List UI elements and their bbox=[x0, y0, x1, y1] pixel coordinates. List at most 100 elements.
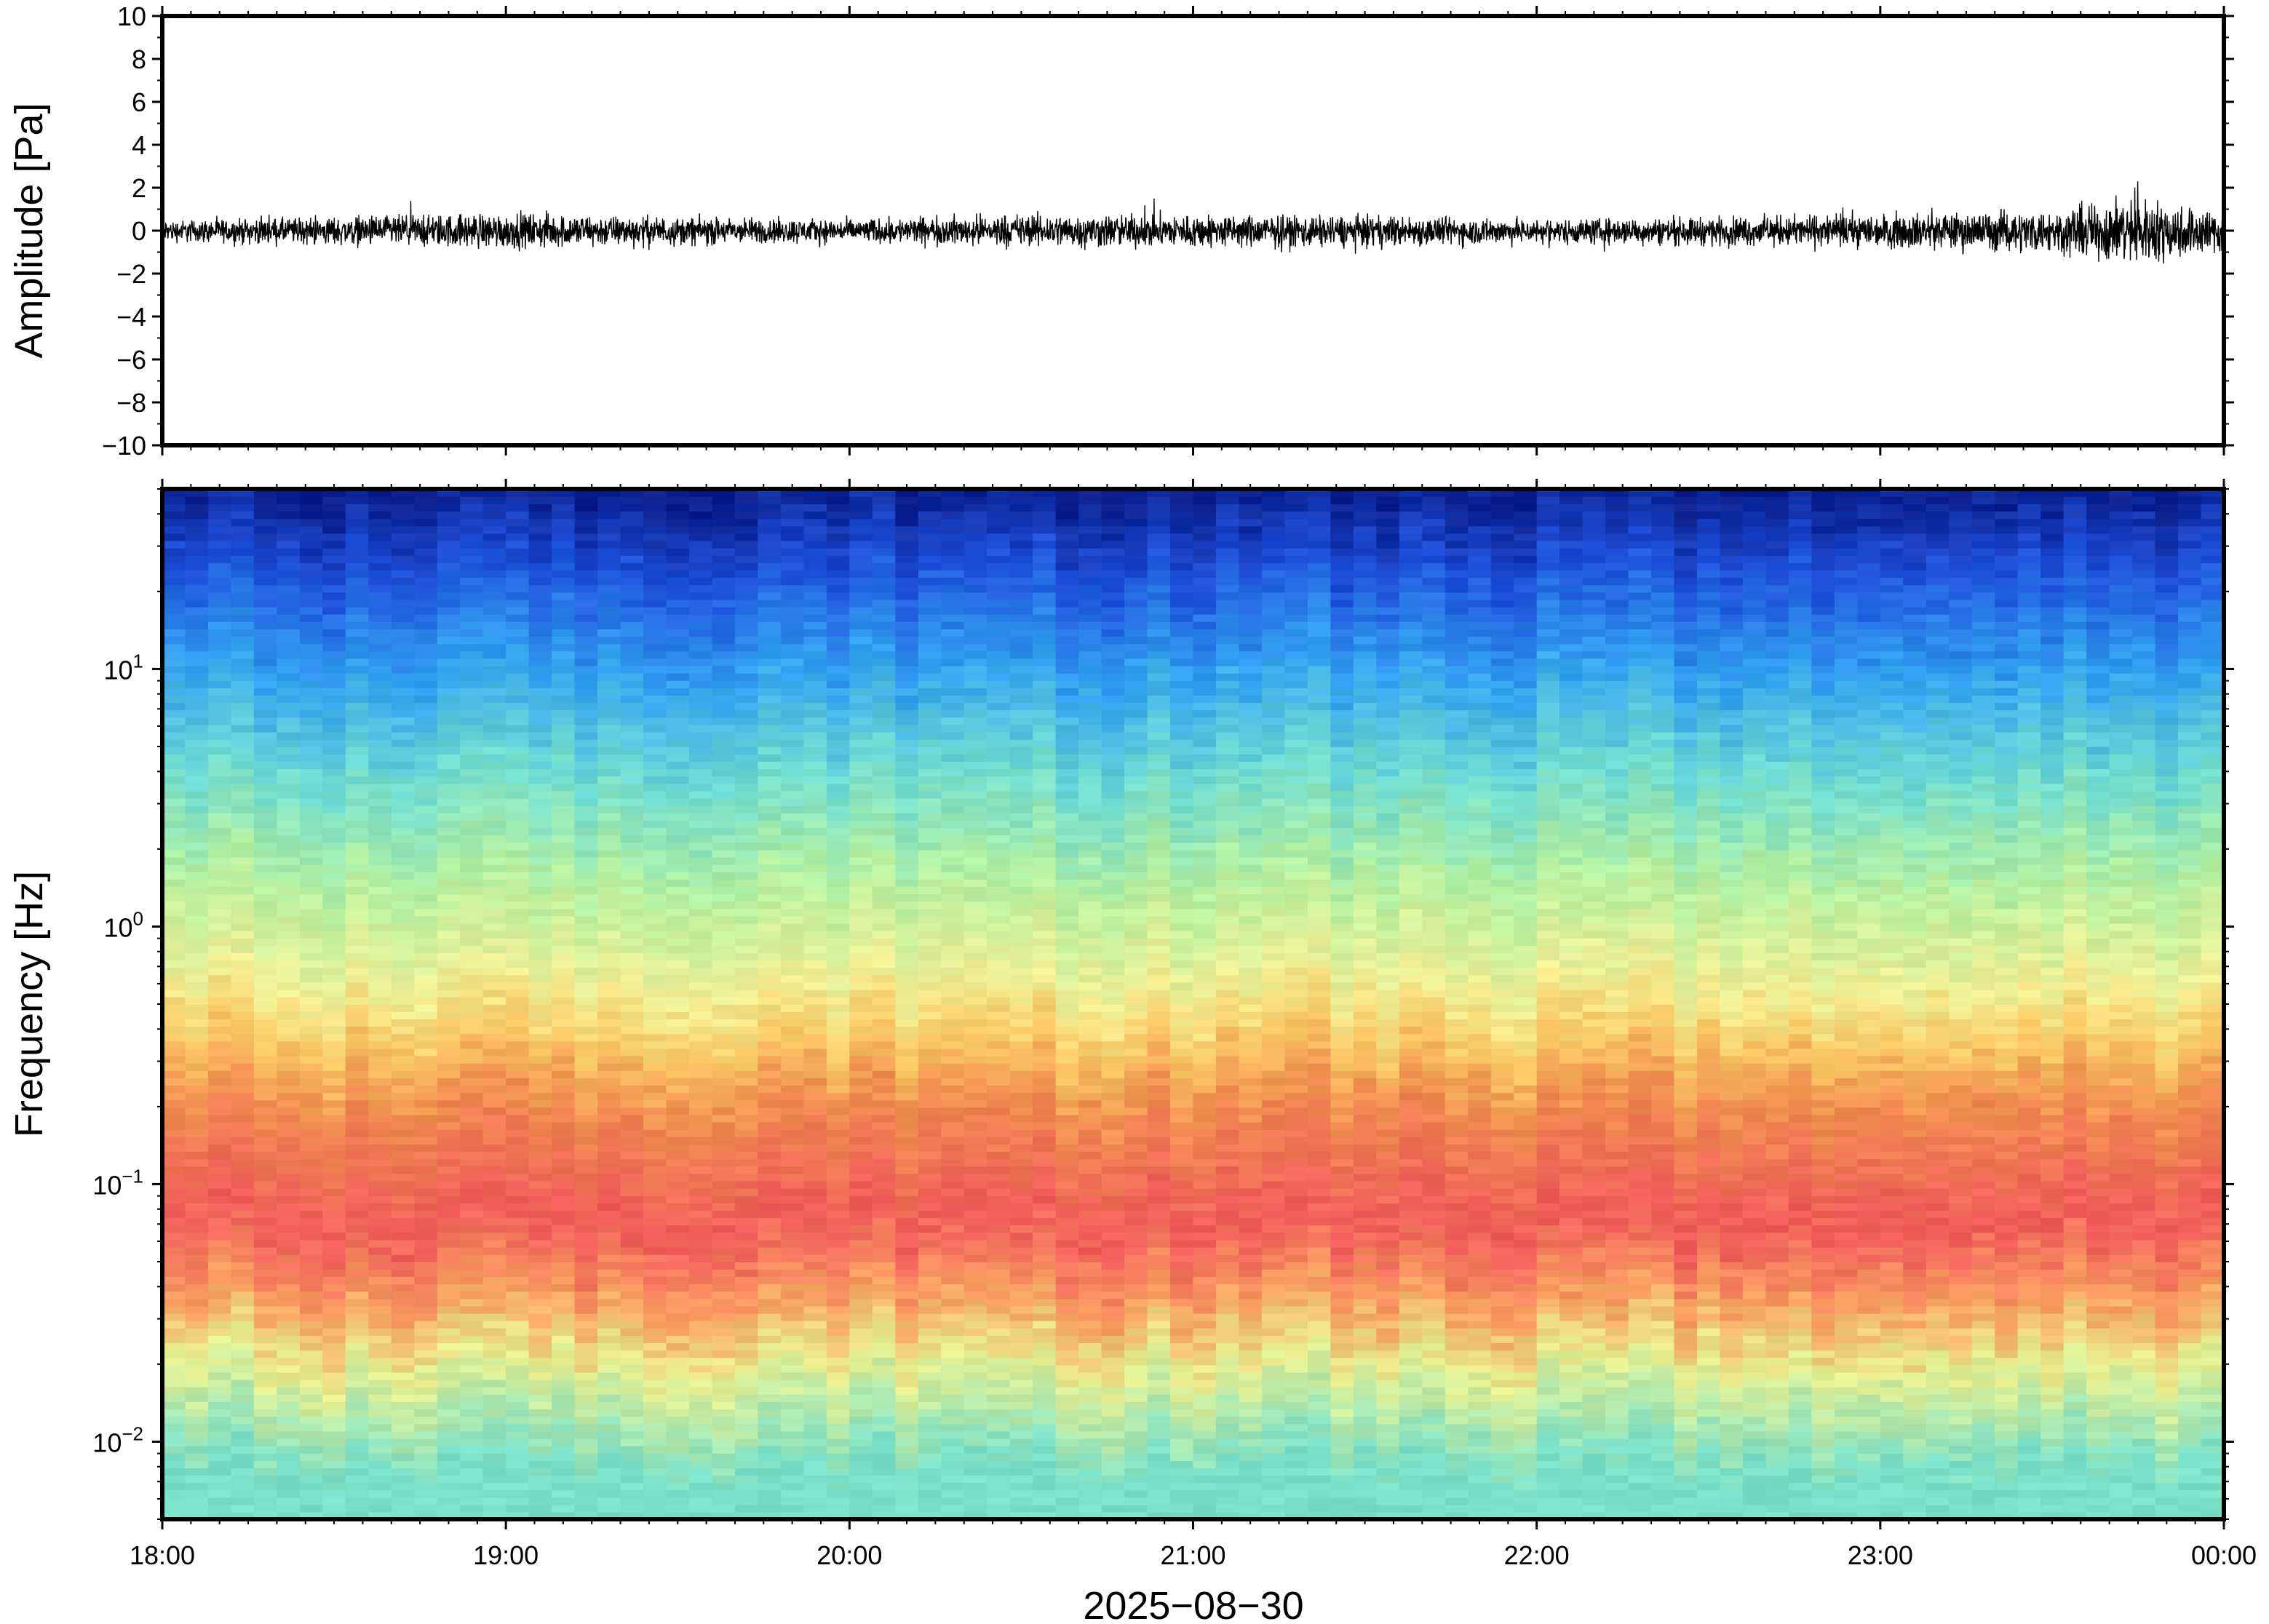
spectrogram-cell bbox=[253, 511, 278, 520]
spectrogram-cell bbox=[803, 1107, 827, 1115]
spectrogram-cell bbox=[574, 1129, 598, 1137]
spectrogram-cell bbox=[666, 776, 690, 784]
spectrogram-cell bbox=[460, 761, 484, 770]
spectrogram-cell bbox=[895, 974, 919, 983]
spectrogram-cell bbox=[162, 1137, 186, 1145]
spectrogram-cell bbox=[803, 547, 827, 556]
spectrogram-cell bbox=[872, 783, 897, 792]
spectrogram-cell bbox=[299, 776, 324, 784]
spectrogram-cell bbox=[574, 1482, 598, 1491]
spectrogram-cell bbox=[185, 1489, 209, 1498]
spectrogram-cell bbox=[872, 1364, 897, 1373]
spectrogram-cell bbox=[528, 1195, 552, 1203]
spectrogram-cell bbox=[803, 805, 827, 813]
spectrogram-cell bbox=[528, 1048, 552, 1056]
spectrogram-cell bbox=[803, 813, 827, 821]
spectrogram-cell bbox=[208, 1129, 232, 1137]
spectrogram-cell bbox=[895, 893, 919, 902]
spectrogram-cell bbox=[185, 511, 209, 520]
spectrogram-cell bbox=[643, 1468, 667, 1476]
spectrogram-cell bbox=[758, 1040, 782, 1049]
spectrogram-cell bbox=[437, 768, 461, 777]
spectrogram-cell bbox=[666, 1195, 690, 1203]
spectrogram-cell bbox=[734, 1357, 759, 1366]
spectrogram-cell bbox=[368, 584, 392, 593]
spectrogram-cell bbox=[345, 1099, 370, 1108]
spectrogram-cell bbox=[231, 1173, 255, 1182]
spectrogram-cell bbox=[322, 518, 346, 527]
spectrogram-cell bbox=[918, 1078, 942, 1086]
spectrogram-cell bbox=[368, 886, 392, 895]
spectrogram-cell bbox=[460, 1033, 484, 1042]
spectrogram-cell bbox=[277, 1423, 301, 1432]
spectrogram-cell bbox=[620, 1239, 644, 1248]
spectrogram-cell bbox=[689, 1225, 713, 1233]
spectrogram-cell bbox=[620, 1430, 644, 1439]
spectrogram-cell bbox=[574, 680, 598, 688]
spectrogram-cell bbox=[849, 739, 873, 747]
spectrogram-cell bbox=[185, 1283, 209, 1292]
spectrogram-cell bbox=[277, 533, 301, 541]
spectrogram-cell bbox=[231, 1166, 255, 1174]
spectrogram-cell bbox=[552, 952, 576, 961]
spectrogram-cell bbox=[506, 1033, 530, 1042]
spectrogram-cell bbox=[849, 1166, 873, 1174]
spectrogram-cell bbox=[437, 1372, 461, 1380]
spectrogram-cell bbox=[574, 1151, 598, 1160]
spectrogram-cell bbox=[506, 945, 530, 953]
spectrogram-cell bbox=[643, 518, 667, 527]
spectrogram-cell bbox=[758, 1386, 782, 1395]
spectrogram-cell bbox=[849, 503, 873, 512]
spectrogram-cell bbox=[574, 879, 598, 887]
spectrogram-cell bbox=[322, 1187, 346, 1196]
spectrogram-cell bbox=[620, 813, 644, 821]
spectrogram-cell bbox=[712, 1019, 736, 1027]
spectrogram-cell bbox=[689, 930, 713, 939]
spectrogram-cell bbox=[597, 1048, 621, 1056]
spectrogram-cell bbox=[437, 960, 461, 968]
spectrogram-cell bbox=[666, 1283, 690, 1292]
spectrogram-cell bbox=[666, 1468, 690, 1476]
spectrogram-cell bbox=[208, 776, 232, 784]
spectrogram-cell bbox=[734, 1114, 759, 1123]
spectrogram-cell bbox=[185, 1137, 209, 1145]
spectrogram-cell bbox=[368, 1394, 392, 1402]
spectrogram-cell bbox=[482, 577, 506, 586]
spectrogram-cell bbox=[872, 695, 897, 704]
spectrogram-cell bbox=[322, 702, 346, 711]
spectrogram-cell bbox=[552, 547, 576, 556]
spectrogram-cell bbox=[231, 1394, 255, 1402]
spectrogram-cell bbox=[437, 1298, 461, 1307]
spectrogram-cell bbox=[620, 629, 644, 637]
spectrogram-cell bbox=[460, 1291, 484, 1299]
spectrogram-cell bbox=[826, 613, 851, 622]
spectrogram-cell bbox=[826, 702, 851, 711]
spectrogram-cell bbox=[162, 856, 186, 865]
spectrogram-cell bbox=[231, 1283, 255, 1292]
spectrogram-cell bbox=[574, 1489, 598, 1498]
spectrogram-cell bbox=[689, 915, 713, 924]
spectrogram-cell bbox=[872, 996, 897, 1005]
spectrogram-cell bbox=[712, 797, 736, 806]
spectrogram-cell bbox=[597, 665, 621, 674]
spectrogram-cell bbox=[758, 1070, 782, 1078]
spectrogram-cell bbox=[391, 886, 416, 895]
spectrogram-cell bbox=[643, 1497, 667, 1505]
spectrogram-cell bbox=[712, 511, 736, 520]
spectrogram-cell bbox=[712, 1262, 736, 1270]
spectrogram-cell bbox=[231, 1225, 255, 1233]
spectrogram-cell bbox=[597, 1210, 621, 1219]
spectrogram-cell bbox=[895, 1062, 919, 1071]
spectrogram-cell bbox=[872, 643, 897, 652]
spectrogram-cell bbox=[277, 1328, 301, 1336]
spectrogram-cell bbox=[918, 842, 942, 851]
spectrogram-cell bbox=[780, 1107, 805, 1115]
spectrogram-cell bbox=[803, 1085, 827, 1094]
spectrogram-cell bbox=[826, 643, 851, 652]
spectrogram-cell bbox=[506, 1158, 530, 1167]
spectrogram-cell bbox=[162, 1099, 186, 1108]
spectrogram-cell bbox=[895, 577, 919, 586]
spectrogram-cell bbox=[414, 1048, 438, 1056]
spectrogram-cell bbox=[162, 503, 186, 512]
spectrogram-cell bbox=[597, 1460, 621, 1468]
